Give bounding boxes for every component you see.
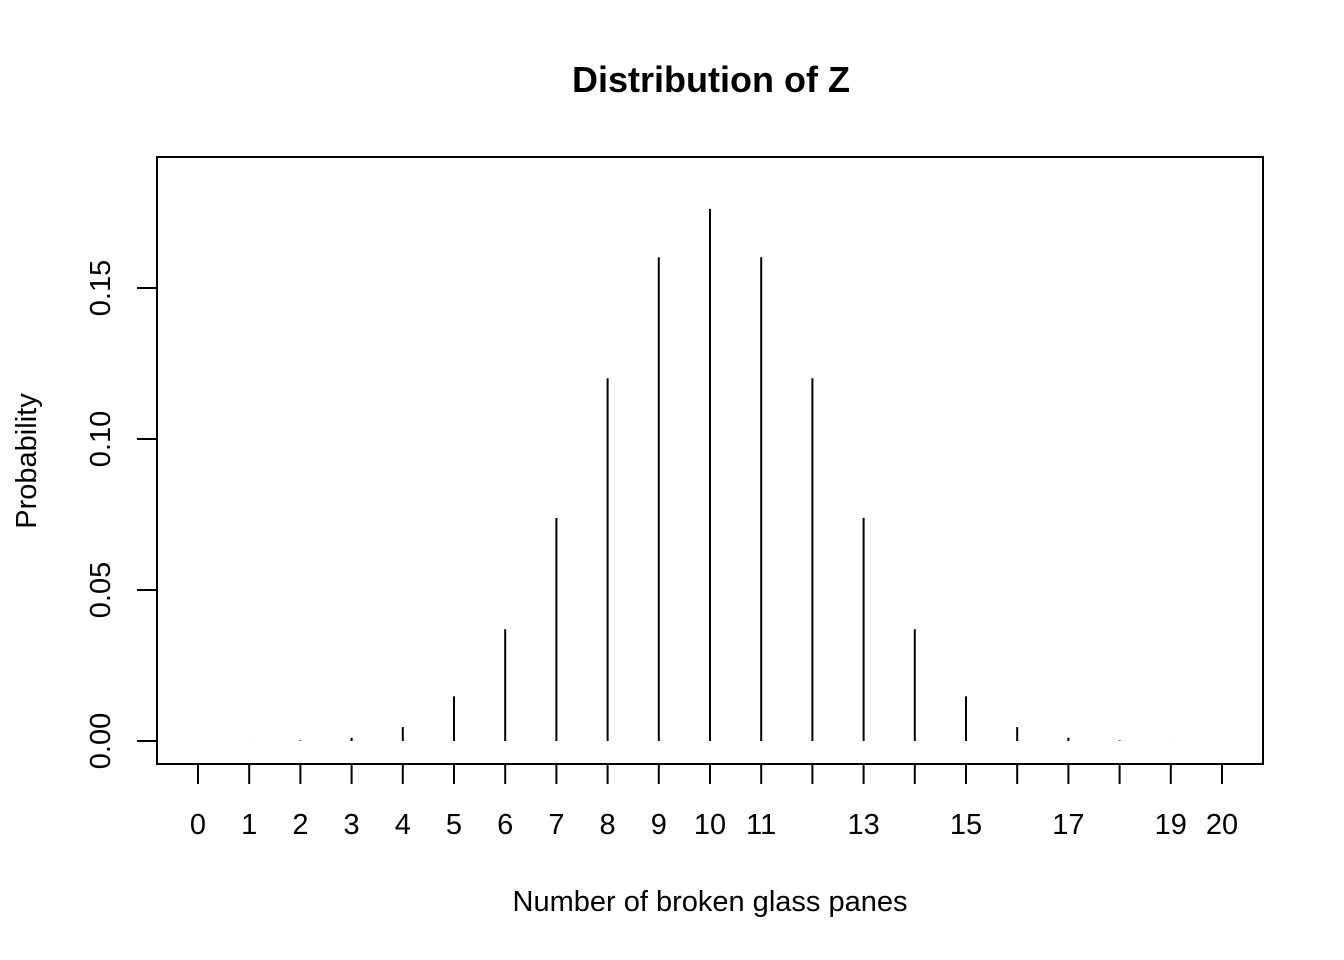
x-axis: 0 1 2 3 4 5 6 7 8 9 10 11 13 15 17 19 20 bbox=[190, 763, 1238, 841]
y-axis-label: Probability bbox=[11, 393, 43, 529]
x-tick-label-19: 19 bbox=[1155, 809, 1187, 841]
x-tick-label-4: 4 bbox=[395, 809, 411, 841]
x-tick-label-6: 6 bbox=[497, 809, 513, 841]
x-tick-label-0: 0 bbox=[190, 809, 206, 841]
x-tick-label-17: 17 bbox=[1052, 809, 1084, 841]
x-tick-label-2: 2 bbox=[292, 809, 308, 841]
y-tick-label-2: 0.10 bbox=[85, 411, 117, 467]
x-tick-label-3: 3 bbox=[344, 809, 360, 841]
y-tick-label-3: 0.15 bbox=[85, 260, 117, 316]
x-tick-label-9: 9 bbox=[651, 809, 667, 841]
x-tick-label-7: 7 bbox=[548, 809, 564, 841]
x-tick-label-5: 5 bbox=[446, 809, 462, 841]
x-tick-label-11: 11 bbox=[746, 809, 776, 841]
x-tick-label-13: 13 bbox=[847, 809, 879, 841]
y-tick-label-0: 0.00 bbox=[85, 713, 117, 769]
y-tick-label-1: 0.05 bbox=[85, 562, 117, 618]
x-tick-label-10: 10 bbox=[694, 809, 726, 841]
x-axis-label: Number of broken glass panes bbox=[513, 886, 908, 918]
x-tick-label-15: 15 bbox=[950, 809, 982, 841]
bars-group bbox=[197, 208, 1223, 741]
x-tick-label-1: 1 bbox=[241, 809, 257, 841]
y-axis: 0.00 0.05 0.10 0.15 bbox=[85, 260, 158, 769]
chart-title: Distribution of Z bbox=[572, 59, 850, 100]
x-tick-label-8: 8 bbox=[600, 809, 616, 841]
x-tick-label-20: 20 bbox=[1206, 809, 1238, 841]
